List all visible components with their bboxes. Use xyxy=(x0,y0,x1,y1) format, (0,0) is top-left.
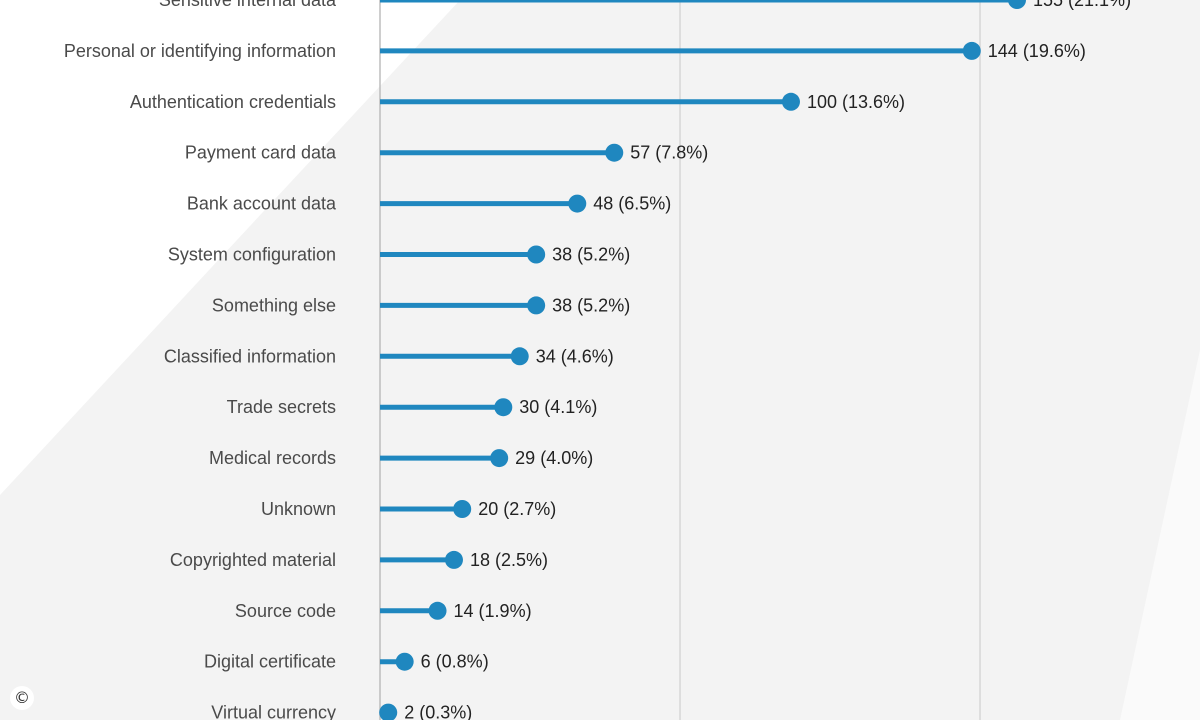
value-label: 144 (19.6%) xyxy=(988,41,1086,61)
category-label: Copyrighted material xyxy=(170,550,336,570)
value-label: 2 (0.3%) xyxy=(404,703,472,720)
value-label: 38 (5.2%) xyxy=(552,295,630,315)
category-label: Virtual currency xyxy=(211,703,336,720)
bar-endpoint xyxy=(428,601,447,620)
gridlines xyxy=(379,0,981,720)
bar-endpoint xyxy=(527,296,546,315)
value-label: 14 (1.9%) xyxy=(454,601,532,621)
bar-endpoint xyxy=(395,652,414,671)
category-label: System configuration xyxy=(168,245,336,265)
bar-endpoint xyxy=(962,41,981,60)
category-label: Bank account data xyxy=(187,194,337,214)
bg-light-wedge-right xyxy=(1120,350,1200,720)
category-label: Source code xyxy=(235,601,336,621)
value-label: 38 (5.2%) xyxy=(552,245,630,265)
bar-endpoint xyxy=(453,500,472,518)
bar-endpoint xyxy=(605,143,624,162)
value-label: 155 (21.1%) xyxy=(1033,0,1131,10)
bar-endpoint xyxy=(494,398,513,417)
value-label: 6 (0.8%) xyxy=(421,652,489,672)
value-label: 48 (6.5%) xyxy=(593,194,671,214)
category-label: Payment card data xyxy=(185,143,337,163)
bar-endpoint xyxy=(379,703,398,720)
bar-endpoint xyxy=(510,347,529,366)
category-label: Digital certificate xyxy=(204,652,336,672)
value-label: 57 (7.8%) xyxy=(630,143,708,163)
bar-endpoint xyxy=(1008,0,1026,9)
bar-endpoint xyxy=(490,449,509,468)
category-label: Something else xyxy=(212,295,336,315)
value-label: 34 (4.6%) xyxy=(536,346,614,366)
category-label: Personal or identifying information xyxy=(64,41,336,61)
bar-endpoint xyxy=(568,194,587,213)
value-label: 29 (4.0%) xyxy=(515,448,593,468)
category-label: Medical records xyxy=(209,448,336,468)
category-label: Sensitive internal data xyxy=(159,0,337,10)
copyright-icon: © xyxy=(10,686,34,710)
bar-endpoint xyxy=(527,245,546,264)
bar-endpoint xyxy=(781,92,800,111)
value-label: 100 (13.6%) xyxy=(807,92,905,112)
bg-light-wedge-left xyxy=(0,0,460,495)
bar-endpoint xyxy=(444,550,463,569)
category-label: Authentication credentials xyxy=(130,92,336,112)
value-labels: 155 (21.1%) 144 (19.6%) 100 (13.6%) 57 (7.8… xyxy=(404,0,1131,720)
category-label: Trade secrets xyxy=(227,397,336,417)
bars xyxy=(379,0,1026,720)
category-label: Unknown xyxy=(261,499,336,519)
value-label: 20 (2.7%) xyxy=(478,499,556,519)
value-label: 18 (2.5%) xyxy=(470,550,548,570)
category-labels: Sensitive internal data Personal or ident… xyxy=(64,0,337,720)
value-label: 30 (4.1%) xyxy=(519,397,597,417)
category-label: Classified information xyxy=(164,346,336,366)
